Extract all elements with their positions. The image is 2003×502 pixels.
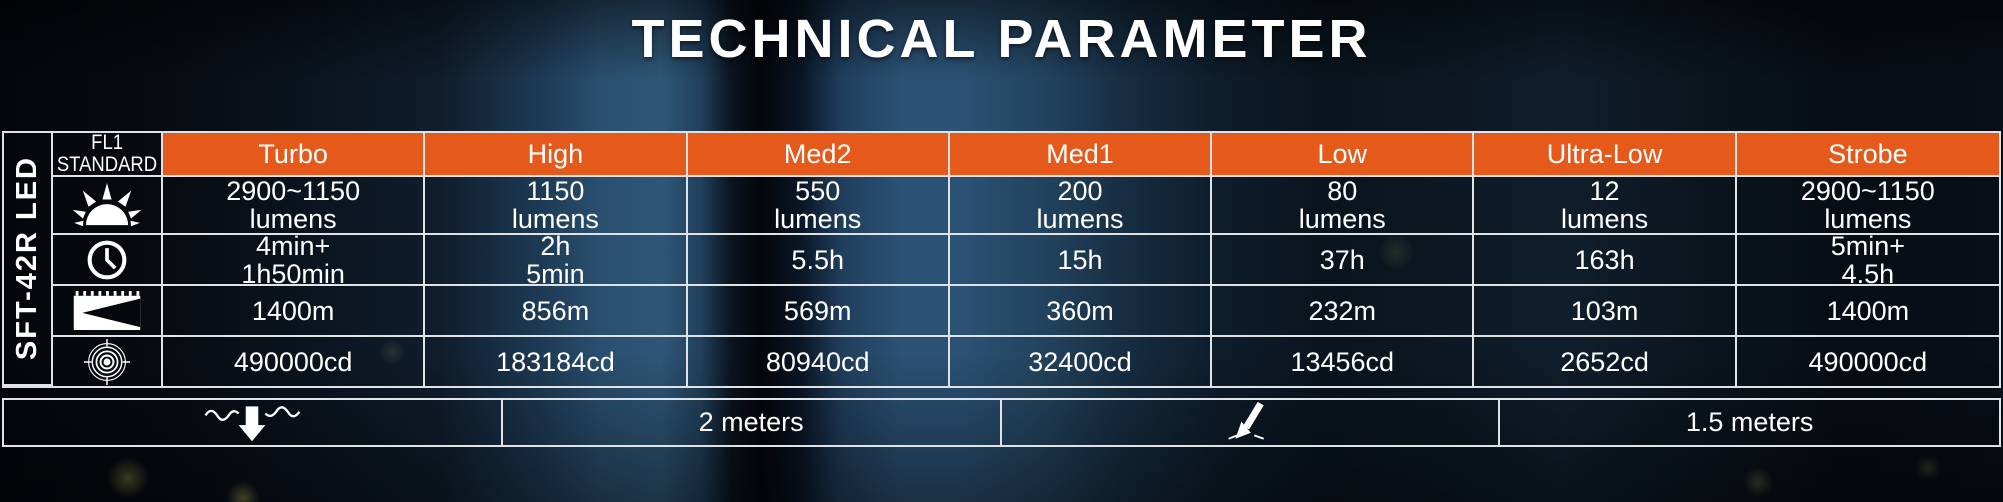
runtime-line2: 1h50min [241,258,345,289]
runtime-line1: 5min+ [1830,230,1905,261]
submersible-icon [204,406,301,442]
intensity-cell-strobe: 490000cd [1808,346,1928,377]
lumens-cell-low: 80 lumens [1212,176,1475,235]
lumens-cell-med1: 200 lumens [949,176,1213,235]
distance-cell-strobe: 1400m [1736,286,1999,337]
model-label-cell: SFT-42R LED [4,133,53,386]
runtime-line1: 2h [540,230,571,261]
runtime-cell-turbo: 4min+ 1h50min [163,230,426,289]
beam-distance-icon-cell [53,286,163,337]
distance-cell-med1: 360m [949,286,1213,337]
runtime-line2: 5min [526,258,585,289]
lumens-unit: lumens [1824,204,1912,234]
mode-header-ultra-low: Ultra-Low [1474,133,1737,177]
lumens-unit: lumens [511,204,599,234]
lumens-value: 550 [795,176,841,206]
distance-cell-ultra-low: 103m [1474,286,1737,337]
mode-header-med1: Med1 [949,133,1213,177]
lumens-cell-ultra-low: 12 lumens [1474,176,1737,235]
fl1-line2: STANDARD [56,153,158,176]
lumens-value: 1150 [526,176,585,206]
runtime-line1: 15h [1057,244,1103,275]
footer-spec-bar: 2 meters 1.5 meters [2,398,2001,447]
runtime-cell-med2: 5.5h [687,235,950,286]
runtime-line1: 5.5h [791,244,844,275]
runtime-cell-high: 2h 5min [425,230,688,289]
fl1-line1: FL1 [91,131,123,154]
lumens-unit: lumens [1298,204,1386,234]
intensity-cell-low: 13456cd [1212,337,1475,386]
beam-intensity-icon [84,338,130,385]
lumens-value: 12 [1589,176,1620,206]
lumens-cell-strobe: 2900~1150 lumens [1736,176,1999,235]
waterproof-value: 2 meters [503,400,1002,445]
distance-cell-low: 232m [1212,286,1475,337]
lumens-value: 80 [1327,176,1358,206]
intensity-cell-ultra-low: 2652cd [1474,337,1737,386]
runtime-line1: 37h [1319,244,1365,275]
distance-cell-turbo: 1400m [163,286,426,337]
fl1-standard-cell: FL1 STANDARD [53,131,163,177]
lumens-unit: lumens [774,204,862,234]
page-title: TECHNICAL PARAMETER [631,9,1372,69]
intensity-cell-high: 183184cd [425,337,688,386]
intensity-cell-turbo: 490000cd [163,337,426,386]
model-label: SFT-42R LED [11,156,43,361]
lumens-cell-turbo: 2900~1150 lumens [163,176,426,235]
lumens-cell-high: 1150 lumens [425,176,688,235]
waterproof-icon-cell [4,400,503,445]
beam-intensity-icon-cell [53,337,163,386]
brightness-icon-cell [53,177,163,235]
runtime-clock-icon [87,240,127,279]
impact-icon-cell [1002,400,1501,445]
lumens-unit: lumens [1036,204,1124,234]
brightness-icon [72,183,142,227]
runtime-cell-ultra-low: 163h [1474,235,1737,286]
mode-header-strobe: Strobe [1736,133,1999,177]
runtime-cell-med1: 15h [949,235,1213,286]
impact-value: 1.5 meters [1685,407,1814,437]
spec-table: SFT-42R LED FL1 STANDARD Turbo High Med2… [2,131,2001,388]
lumens-value: 2900~1150 [226,176,361,206]
runtime-cell-strobe: 5min+ 4.5h [1736,230,1999,289]
intensity-cell-med2: 80940cd [688,337,950,386]
mode-header-turbo: Turbo [163,133,426,177]
runtime-line1: 4min+ [255,230,331,261]
impact-resistance-icon [1228,401,1264,440]
lumens-unit: lumens [1561,204,1649,234]
lumens-value: 200 [1057,176,1103,206]
mode-header-med2: Med2 [687,133,950,177]
runtime-icon-cell [53,235,163,286]
beam-distance-icon [73,290,141,330]
distance-cell-med2: 569m [687,286,950,337]
runtime-line2: 4.5h [1841,258,1895,289]
lumens-unit: lumens [249,204,337,234]
intensity-cell-med1: 32400cd [950,337,1213,386]
lumens-value: 2900~1150 [1800,176,1935,206]
runtime-line1: 163h [1574,244,1635,275]
mode-header-high: High [425,133,688,177]
distance-cell-high: 856m [425,286,688,337]
mode-header-low: Low [1212,133,1475,177]
lumens-cell-med2: 550 lumens [687,176,950,235]
runtime-cell-low: 37h [1212,235,1475,286]
